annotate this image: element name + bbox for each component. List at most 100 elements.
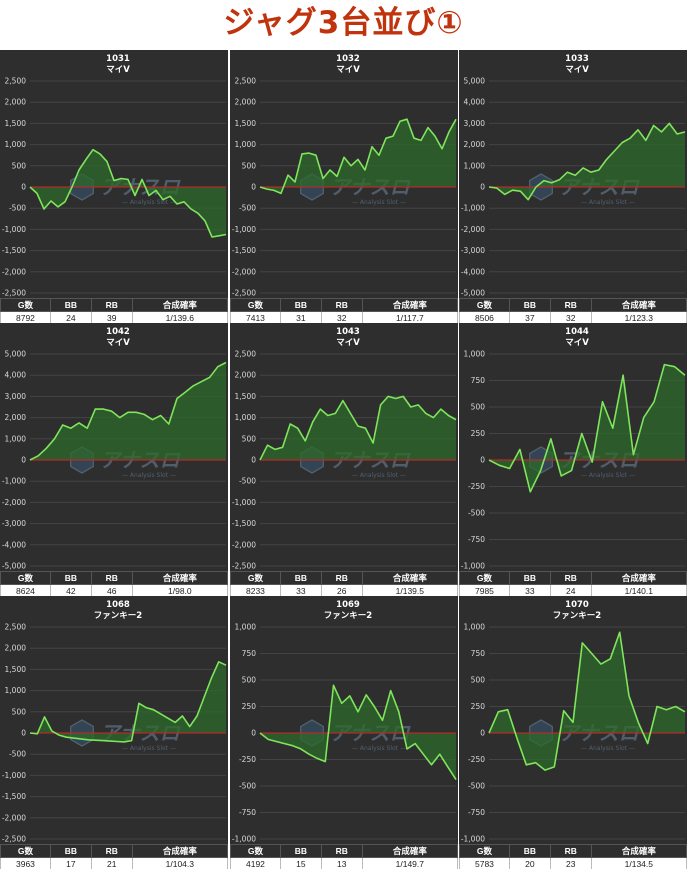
stats-header-rb: RB: [90, 844, 133, 858]
chart-subtitle: マイV: [106, 338, 130, 348]
stats-header-row: G数 BB RB 合成確率: [459, 298, 687, 312]
chart-subtitle: マイV: [106, 65, 130, 75]
y-tick-label: 0: [480, 729, 485, 738]
y-tick-label: 2,500: [5, 623, 27, 632]
y-tick-label: -3,000: [461, 246, 485, 255]
y-tick-label: -1,000: [461, 204, 485, 213]
page-title: ジャグ3台並び①: [223, 5, 464, 41]
stats-value-row: 8624 42 46 1/98.0: [0, 584, 228, 596]
stats-header-bb: BB: [49, 298, 92, 312]
y-tick-label: 500: [12, 161, 27, 170]
y-tick-label: -2,000: [232, 540, 256, 549]
y-tick-label: 750: [471, 376, 486, 385]
y-tick-label: -2,500: [232, 289, 256, 298]
y-tick-label: 1,000: [464, 623, 486, 632]
stats-value-row: 8506 37 32 1/123.3: [459, 311, 687, 323]
stats-value-games: 8624: [0, 584, 51, 596]
stats-header-games: G数: [230, 298, 281, 312]
stats-value-games: 8506: [459, 311, 510, 323]
chart-panel-1068: 1068 ファンキー2 2,500 2,000 1,500 1,000 500 0 -500 -1…: [0, 596, 228, 869]
y-tick-label: -500: [239, 782, 256, 791]
y-tick-label: 1,500: [5, 119, 27, 128]
series-line: [488, 363, 686, 493]
chart-subtitle: ファンキー2: [324, 611, 373, 621]
stats-header-row: G数 BB RB 合成確率: [230, 571, 458, 585]
stats-value-games: 8233: [230, 584, 281, 596]
chart-panel-1033: 1033 マイV 5,000 4,000 3,000 2,000 1,000 0 -1,000 -…: [459, 50, 687, 323]
chart-subtitle: マイV: [565, 338, 589, 348]
stats-header-games: G数: [0, 571, 51, 585]
y-tick-label: -500: [468, 782, 485, 791]
watermark-subtext: — Analysis Slot —: [352, 472, 406, 479]
y-tick-label: 3,000: [464, 119, 486, 128]
watermark-subtext: — Analysis Slot —: [122, 472, 176, 479]
y-tick-label: 750: [242, 649, 257, 658]
series-line: [488, 631, 686, 771]
chart-subtitle: ファンキー2: [94, 611, 143, 621]
y-tick-label: 250: [471, 429, 486, 438]
stats-header-games: G数: [0, 844, 51, 858]
series-area: [260, 119, 456, 194]
y-tick-label: 3,000: [5, 392, 27, 401]
y-tick-label: 0: [480, 456, 485, 465]
y-tick-label: -750: [468, 808, 485, 817]
stats-value-bb: 37: [508, 311, 551, 323]
series-line: [29, 361, 227, 461]
series-line: [29, 148, 227, 238]
series-area: [30, 362, 226, 460]
series-line: [259, 395, 457, 461]
y-tick-label: -2,000: [2, 813, 26, 822]
stats-header-rate: 合成確率: [590, 571, 687, 585]
y-tick-label: 2,000: [235, 98, 257, 107]
series-area: [489, 632, 685, 771]
stats-value-bb: 15: [279, 857, 322, 869]
chart-title: 1031: [106, 54, 130, 64]
y-tick-label: 1,500: [235, 119, 257, 128]
stats-value-rb: 39: [90, 311, 133, 323]
stats-header-games: G数: [459, 298, 510, 312]
stats-header-row: G数 BB RB 合成確率: [230, 298, 458, 312]
y-tick-label: 1,000: [5, 434, 27, 443]
stats-value-bb: 31: [279, 311, 322, 323]
chart-panel-1042: 1042 マイV 5,000 4,000 3,000 2,000 1,000 0 -1,000 -…: [0, 323, 228, 596]
stats-header-games: G数: [0, 298, 51, 312]
y-tick-label: -4,000: [2, 540, 26, 549]
watermark-subtext: — Analysis Slot —: [581, 199, 635, 206]
stats-header-rate: 合成確率: [361, 298, 458, 312]
stats-value-row: 8792 24 39 1/139.6: [0, 311, 228, 323]
stats-value-rb: 23: [549, 857, 592, 869]
y-tick-label: 2,500: [235, 350, 257, 359]
y-tick-label: -4,000: [461, 267, 485, 276]
y-tick-label: -1,500: [2, 792, 26, 801]
watermark-subtext: — Analysis Slot —: [122, 745, 176, 752]
chart-subtitle: マイV: [565, 65, 589, 75]
y-tick-label: -2,500: [2, 289, 26, 298]
stats-header-bb: BB: [508, 298, 551, 312]
stats-table: G数 BB RB 合成確率 8792 24 39 1/139.6: [0, 298, 228, 323]
stats-table: G数 BB RB 合成確率 4192 15 13 1/149.7: [230, 844, 458, 869]
stats-value-row: 7985 33 24 1/140.1: [459, 584, 687, 596]
y-tick-label: 0: [21, 729, 26, 738]
stats-header-row: G数 BB RB 合成確率: [0, 298, 228, 312]
y-tick-label: -1,500: [232, 246, 256, 255]
chart-title: 1032: [336, 54, 360, 64]
stats-value-rate: 1/139.6: [131, 311, 228, 323]
stats-value-row: 8233 33 26 1/139.5: [230, 584, 458, 596]
chart-title: 1044: [565, 327, 589, 337]
stats-value-bb: 42: [49, 584, 92, 596]
stats-header-rb: RB: [320, 571, 363, 585]
chart-subtitle: ファンキー2: [553, 611, 602, 621]
stats-value-bb: 17: [49, 857, 92, 869]
stats-header-rb: RB: [549, 571, 592, 585]
stats-header-rate: 合成確率: [361, 571, 458, 585]
y-tick-label: 1,000: [235, 140, 257, 149]
y-tick-label: -2,500: [232, 562, 256, 571]
y-tick-label: -750: [239, 808, 256, 817]
y-tick-label: 2,000: [5, 98, 27, 107]
stats-table: G数 BB RB 合成確率 7985 33 24 1/140.1: [459, 571, 687, 596]
stats-value-bb: 24: [49, 311, 92, 323]
